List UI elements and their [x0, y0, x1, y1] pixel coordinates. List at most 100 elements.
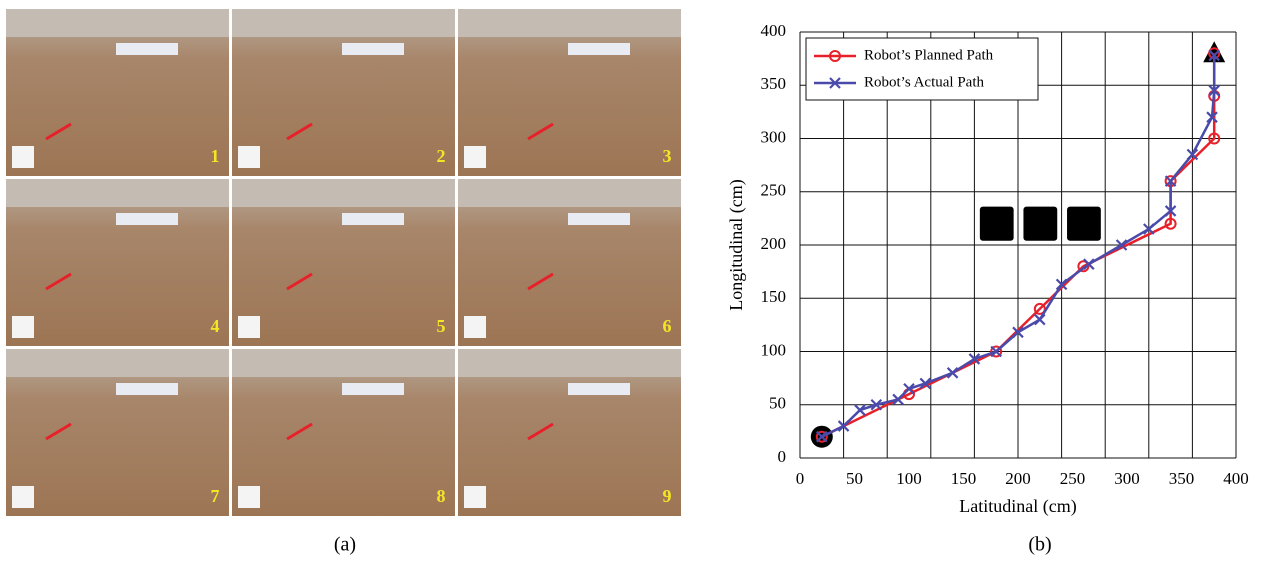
point	[1083, 258, 1095, 270]
target-blocks	[342, 213, 404, 225]
marker-card	[464, 146, 486, 168]
point	[1164, 175, 1177, 187]
x-axis-label: Latitudinal (cm)	[959, 496, 1076, 517]
marker-card	[464, 316, 486, 338]
obstacle	[1023, 206, 1058, 241]
point	[854, 404, 866, 416]
target-blocks	[116, 213, 178, 225]
point	[1208, 49, 1220, 62]
y-tick-label: 200	[761, 234, 787, 253]
goal-marker	[1203, 41, 1226, 63]
caption: (b)	[1028, 534, 1051, 556]
point	[919, 377, 932, 390]
arrow	[45, 122, 72, 141]
point	[990, 345, 1003, 358]
point	[1055, 278, 1068, 291]
y-tick-label: 0	[778, 447, 787, 466]
point	[1208, 84, 1220, 97]
y-tick-label: 250	[761, 181, 787, 200]
point	[1143, 223, 1155, 235]
y-tick-label: 150	[761, 287, 787, 306]
wall	[458, 179, 681, 207]
marker-card	[238, 486, 260, 508]
target-blocks	[568, 383, 630, 395]
point	[815, 430, 828, 443]
legend-label: Robot’s Actual Path	[864, 74, 985, 90]
y-tick-label: 400	[761, 21, 787, 40]
x-tick-label: 0	[796, 469, 805, 488]
point	[1206, 111, 1218, 123]
point	[837, 420, 850, 432]
marker-card	[12, 486, 34, 508]
wall	[6, 9, 229, 37]
point	[1164, 205, 1177, 217]
arrow	[286, 122, 313, 141]
wall	[6, 349, 229, 377]
y-tick-label: 300	[761, 127, 787, 146]
y-tick-label: 350	[761, 74, 787, 93]
target-blocks	[342, 43, 404, 55]
target-blocks	[116, 43, 178, 55]
wall	[458, 349, 681, 377]
x-tick-label: 300	[1114, 469, 1140, 488]
point	[1034, 313, 1046, 326]
y-tick-label: 50	[769, 394, 786, 413]
target-blocks	[116, 383, 178, 395]
panel-number: 8	[437, 486, 446, 506]
panel-number: 9	[663, 486, 672, 506]
marker-card	[12, 316, 34, 338]
arrow	[527, 272, 554, 291]
point	[1115, 239, 1128, 251]
legend-label: Robot’s Planned Path	[864, 47, 994, 63]
arrow	[45, 272, 72, 291]
x-tick-label: 400	[1223, 469, 1249, 488]
point	[990, 345, 1002, 358]
series-line	[821, 55, 1216, 438]
x-tick-label: 350	[1169, 469, 1195, 488]
target-blocks	[568, 43, 630, 55]
target-blocks	[342, 383, 404, 395]
arrow	[45, 422, 72, 441]
point	[816, 430, 828, 443]
panel-number: 3	[663, 146, 672, 166]
legend-marker	[829, 50, 841, 62]
x-tick-label: 200	[1005, 469, 1031, 488]
y-axis-label: Longitudinal (cm)	[726, 179, 747, 310]
chart: 0 50 100 150 200 250 300 350 400 0 50 100 150 200 250 3…	[726, 21, 1249, 517]
legend-box	[805, 37, 1039, 101]
panel-number: 1	[211, 146, 220, 166]
point	[1208, 132, 1221, 145]
x-tick-label: 100	[896, 469, 922, 488]
panel-number: 6	[663, 316, 672, 336]
arrow	[527, 422, 554, 441]
x-tick-label: 250	[1060, 469, 1086, 488]
point	[968, 353, 981, 365]
wall	[232, 349, 455, 377]
obstacle	[1067, 206, 1101, 241]
marker-card	[238, 316, 260, 338]
point	[946, 367, 959, 379]
marker-card	[238, 146, 260, 168]
target-blocks	[568, 213, 630, 225]
point	[1012, 326, 1024, 339]
point	[870, 398, 883, 411]
point	[1033, 302, 1046, 315]
panel-number: 7	[211, 486, 220, 506]
panel-number: 5	[437, 316, 446, 336]
y-tick-label: 100	[761, 340, 787, 359]
wall	[232, 9, 455, 37]
wall	[232, 179, 455, 207]
point	[903, 382, 915, 395]
arrow	[286, 272, 313, 291]
x-tick-label: 150	[951, 469, 977, 488]
wall	[458, 9, 681, 37]
x-tick-label: 50	[846, 469, 863, 488]
arrow	[527, 122, 554, 141]
marker-card	[464, 486, 486, 508]
point	[1164, 217, 1177, 230]
panel-number: 4	[211, 316, 220, 336]
wall	[6, 179, 229, 207]
panel-number: 2	[437, 146, 446, 166]
caption: (a)	[334, 534, 356, 556]
